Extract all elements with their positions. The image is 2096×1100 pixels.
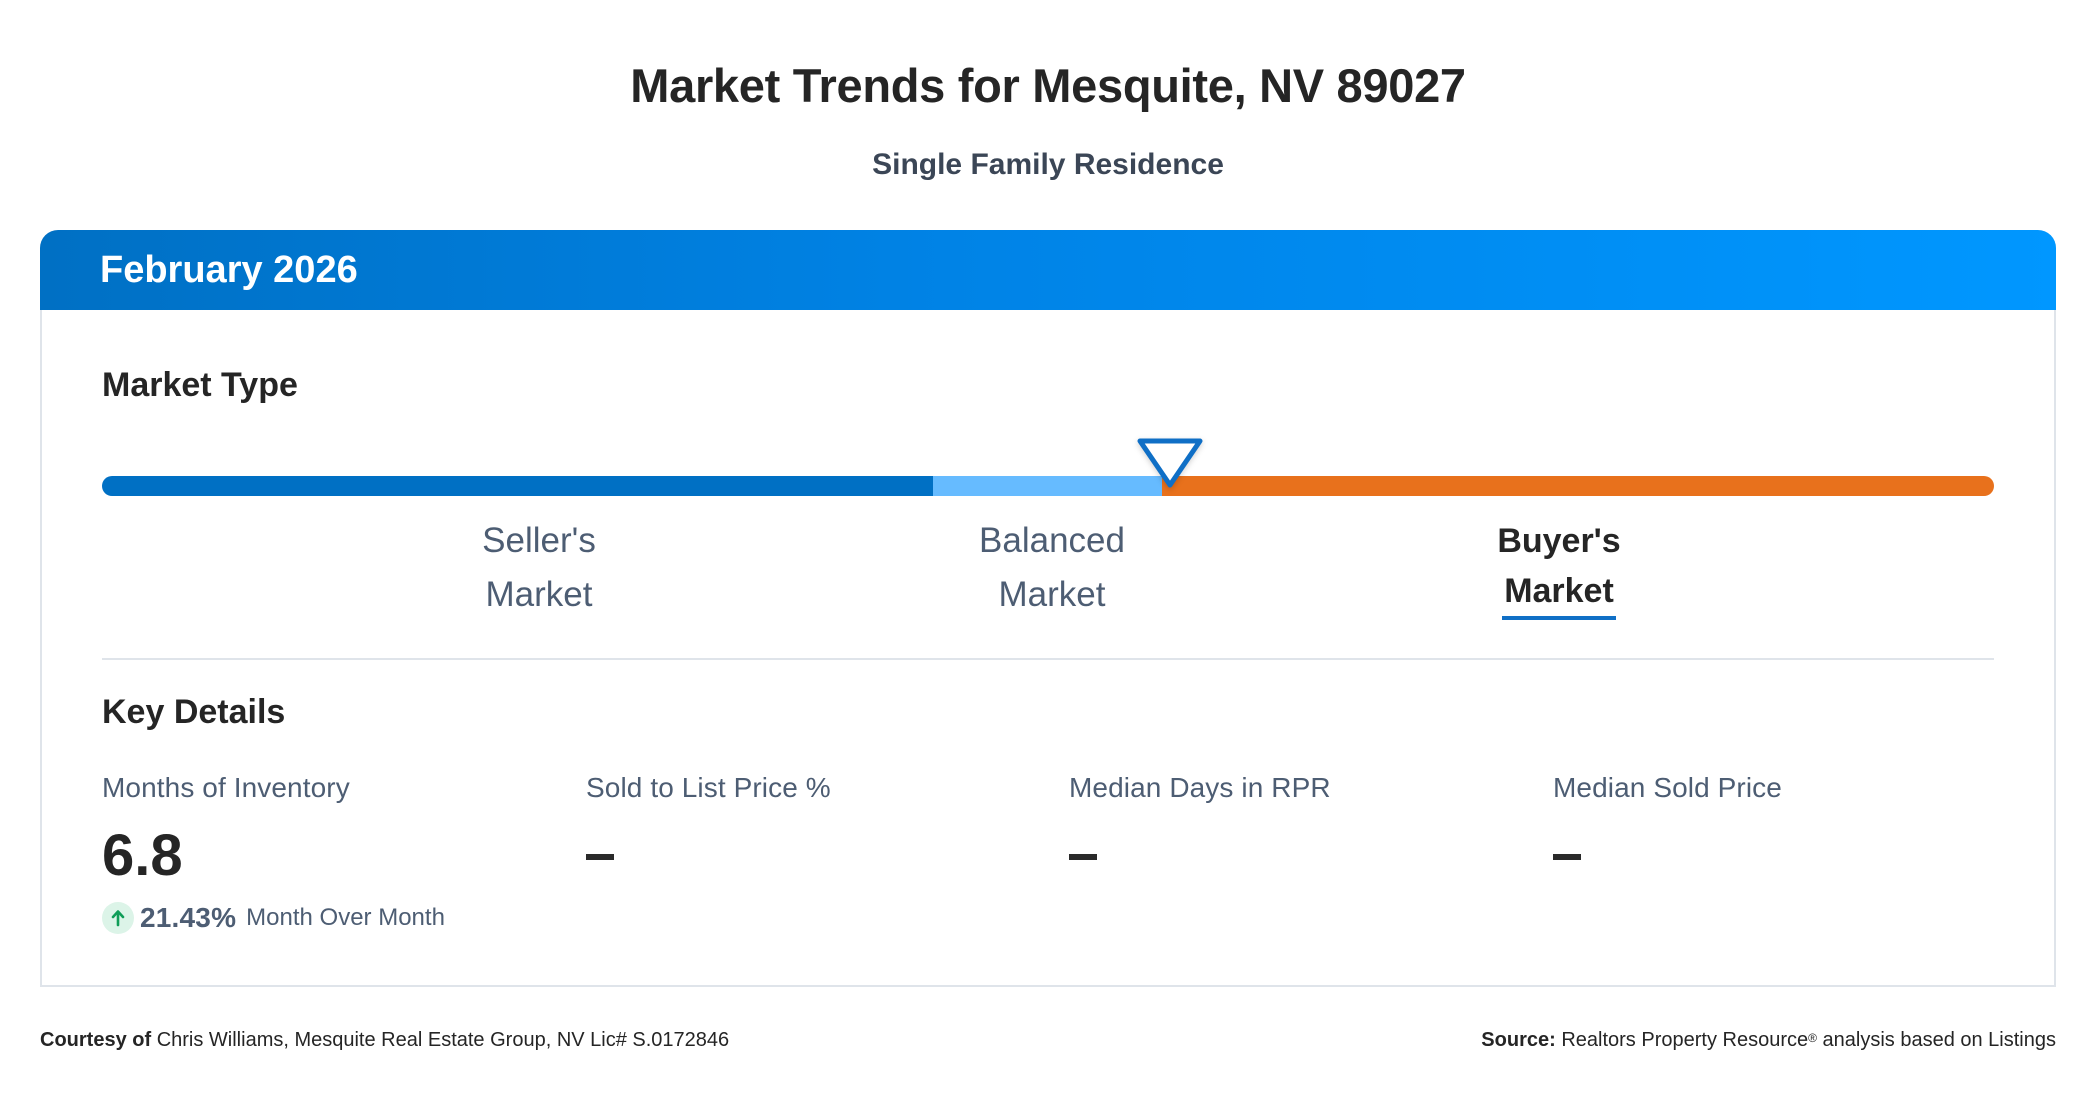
empty-value-dash xyxy=(1069,854,1097,860)
metric-change: 21.43% Month Over Month xyxy=(102,898,562,938)
market-trends-card: February 2026 Market Type Seller's Marke… xyxy=(40,230,2056,987)
property-type-subtitle: Single Family Residence xyxy=(872,148,1224,181)
empty-value-dash xyxy=(586,854,614,860)
change-percent: 21.43% xyxy=(140,902,237,933)
market-label-seller-line1: Seller's xyxy=(482,521,596,560)
key-details-heading: Key Details xyxy=(102,693,286,731)
source-text: Realtors Property Resource xyxy=(1561,1029,1809,1051)
metric-label: Median Sold Price xyxy=(1553,772,1782,803)
source-footer: Source: Realtors Property Resource® anal… xyxy=(1481,1026,2056,1054)
source-label: Source: xyxy=(1481,1029,1556,1051)
market-label-balanced-line2: Market xyxy=(998,575,1106,614)
metric-label: Months of Inventory xyxy=(102,772,350,803)
market-label-buyer-line1: Buyer's xyxy=(1497,522,1621,560)
active-market-underline xyxy=(1502,616,1616,620)
change-description: Month Over Month xyxy=(246,904,445,931)
metric-sold-to-list-price: Sold to List Price % xyxy=(586,770,1046,860)
triangle-down-marker-icon xyxy=(1137,438,1203,488)
page-title: Market Trends for Mesquite, NV 89027 xyxy=(630,59,1466,112)
section-divider xyxy=(102,658,1994,660)
courtesy-label: Courtesy of xyxy=(40,1029,152,1051)
market-type-heading: Market Type xyxy=(102,366,298,404)
metric-label: Median Days in RPR xyxy=(1069,772,1331,803)
market-label-seller: Seller's Market xyxy=(409,514,669,622)
market-label-buyer-line2: Market xyxy=(1504,572,1614,610)
market-label-seller-line2: Market xyxy=(485,575,593,614)
metric-label: Sold to List Price % xyxy=(586,772,831,803)
scale-segment-seller xyxy=(102,476,933,496)
market-label-buyer-active: Buyer's Market xyxy=(1429,514,1689,620)
metric-months-of-inventory: Months of Inventory 6.8 21.43% Month Ove… xyxy=(102,770,562,938)
market-label-balanced: Balanced Market xyxy=(922,514,1182,622)
scale-segment-balanced xyxy=(933,476,1162,496)
scale-segment-buyer xyxy=(1162,476,1994,496)
source-text-suffix: analysis based on Listings xyxy=(1816,1029,2057,1051)
metric-value: 6.8 xyxy=(102,823,183,888)
empty-value-dash xyxy=(1553,854,1581,860)
market-type-scale xyxy=(102,476,1994,496)
metric-median-sold-price: Median Sold Price xyxy=(1553,770,2013,860)
metric-median-days-in-rpr: Median Days in RPR xyxy=(1069,770,1529,860)
market-label-balanced-line1: Balanced xyxy=(979,521,1125,560)
card-header: February 2026 xyxy=(40,230,2056,310)
period-label: February 2026 xyxy=(100,249,358,291)
registered-mark: ® xyxy=(1808,1031,1817,1045)
arrow-up-icon xyxy=(102,902,134,934)
courtesy-footer: Courtesy of Chris Williams, Mesquite Rea… xyxy=(40,1026,729,1054)
courtesy-text: Chris Williams, Mesquite Real Estate Gro… xyxy=(156,1029,730,1051)
